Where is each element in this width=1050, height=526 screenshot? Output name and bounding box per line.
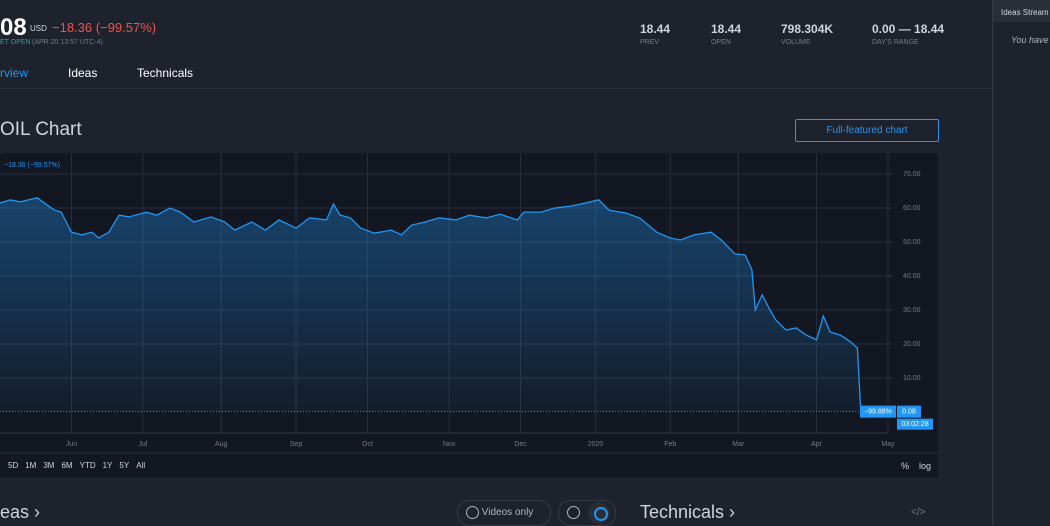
- tab[interactable]: Technicals: [137, 66, 194, 80]
- hot-icon: [594, 507, 608, 521]
- full-chart-button[interactable]: Full-featured chart: [795, 119, 939, 142]
- stat: 18.44 PREV: [640, 22, 670, 46]
- x-tick-label: Mar: [732, 441, 745, 448]
- stat: 18.44 OPEN: [711, 22, 741, 46]
- stat-value: 18.44: [640, 22, 671, 36]
- chart: −18.36 (−99.57%) 10.00 20.00 30.00 40.00 50.…: [0, 153, 938, 478]
- x-tick-label: Sep: [290, 441, 303, 448]
- log-toggle[interactable]: log: [919, 461, 932, 471]
- range-button[interactable]: 5Y: [119, 461, 130, 470]
- x-tick-label: 2020: [588, 441, 604, 448]
- y-tick-label: 70.00: [903, 171, 921, 178]
- play-icon: [466, 505, 479, 519]
- videos-label: Videos only: [481, 507, 534, 518]
- technicals-link[interactable]: Technicals ›: [640, 502, 736, 522]
- y-tick-label: 10.00: [903, 375, 921, 382]
- x-tick-label: Jul: [138, 441, 147, 448]
- change: −18.36 (−99.57%): [52, 20, 157, 35]
- toolbar: 5D 1M 3M 6M YTD 1Y 5Y All: [8, 461, 152, 470]
- x-tick-label: Dec: [514, 441, 527, 448]
- y-tick-label: 40.00: [903, 273, 921, 280]
- change-label: −99.88%: [864, 409, 892, 416]
- videos-toggle[interactable]: Videos only: [457, 500, 551, 526]
- stat-label: OPEN: [711, 39, 731, 46]
- stat-label: DAY'S RANGE: [872, 39, 919, 46]
- x-tick-label: Feb: [664, 441, 676, 448]
- sort-toggle[interactable]: [558, 500, 616, 526]
- range-button[interactable]: 5D: [8, 461, 19, 470]
- price: 08: [0, 14, 27, 41]
- button-label: Full-featured chart: [826, 125, 908, 136]
- stat-value: 0.00 — 18.44: [872, 22, 945, 36]
- market-time: (APR 20 13:57 UTC-4): [32, 39, 103, 46]
- stat-label: VOLUME: [781, 39, 811, 46]
- range-button[interactable]: 6M: [61, 461, 73, 470]
- tab[interactable]: rview: [0, 66, 29, 80]
- y-tick-label: 50.00: [903, 239, 921, 246]
- area: [0, 197, 861, 412]
- tab[interactable]: Ideas: [68, 66, 98, 80]
- x-tick-label: Jun: [66, 441, 77, 448]
- sidebar-text: You have: [1011, 35, 1049, 45]
- stat-label: PREV: [640, 39, 660, 46]
- price-label: 0.08: [902, 409, 916, 416]
- sidebar-head: [993, 0, 1050, 22]
- range-button[interactable]: 1Y: [102, 461, 113, 470]
- change-label-bg: [860, 405, 896, 418]
- x-tick-label: Apr: [811, 441, 823, 448]
- legend-text: −18.36 (−99.57%): [4, 162, 60, 169]
- countdown: 03:02:28: [901, 421, 928, 428]
- stat-value: 18.44: [711, 22, 742, 36]
- sidebar-title: Ideas Stream: [1001, 8, 1049, 17]
- range-button[interactable]: YTD: [79, 461, 96, 470]
- x-tick-label: Oct: [362, 441, 373, 448]
- price-line: [0, 197, 862, 412]
- stat: 798.304K VOLUME: [781, 22, 833, 46]
- clock-icon: [567, 506, 580, 519]
- embed-button[interactable]: </>: [911, 507, 926, 518]
- range-button[interactable]: 3M: [43, 461, 55, 470]
- currency: USD: [30, 24, 47, 33]
- market-status: ET OPEN: [0, 39, 31, 46]
- section-title: OIL Chart: [0, 119, 82, 140]
- countdown-bg: [897, 418, 933, 430]
- header: 08 USD −18.36 (−99.57%) ET OPEN (APR 20 …: [0, 0, 992, 89]
- x-tick-label: May: [881, 441, 895, 448]
- y-tick-label: 20.00: [903, 341, 921, 348]
- stat-value: 798.304K: [781, 22, 834, 36]
- x-tick-label: Nov: [443, 441, 456, 448]
- y-tick-label: 30.00: [903, 307, 921, 314]
- price-label-bg: [897, 405, 921, 418]
- range-button[interactable]: 1M: [25, 461, 37, 470]
- percent-toggle[interactable]: %: [901, 461, 910, 471]
- ideas-link[interactable]: eas ›: [0, 502, 41, 522]
- range-button[interactable]: All: [136, 461, 146, 470]
- y-tick-label: 60.00: [903, 205, 921, 212]
- x-tick-label: Aug: [215, 441, 228, 448]
- sidebar: Ideas Stream You have: [992, 0, 1050, 525]
- stat: 0.00 — 18.44 DAY'S RANGE: [872, 22, 944, 46]
